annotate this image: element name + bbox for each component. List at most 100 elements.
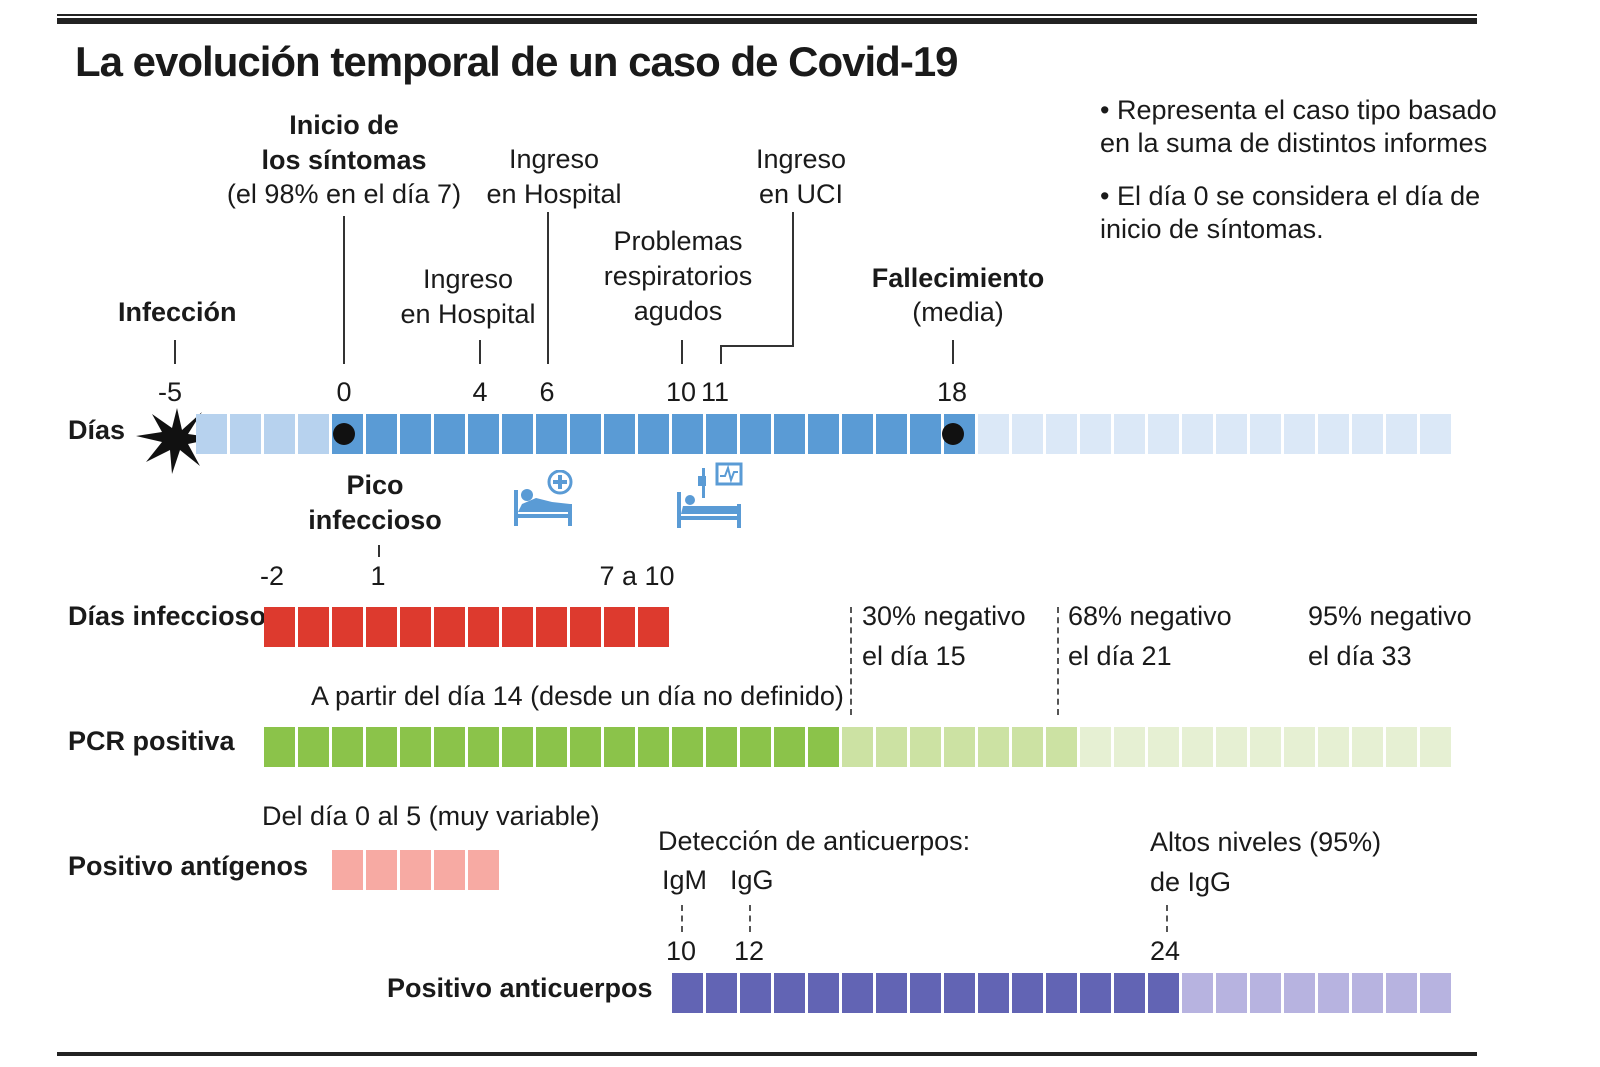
anticuerpos-igg: IgG: [730, 865, 774, 895]
day-tick: 11: [700, 377, 730, 407]
row-label-anticuerpos: Positivo anticuerpos: [387, 973, 653, 1003]
tick-pico: [378, 545, 380, 557]
pcr-cell: [1080, 727, 1111, 767]
pcr-cell: [264, 727, 295, 767]
dash-igm: [681, 905, 683, 932]
label-fallecimiento-note: (media): [912, 297, 1004, 327]
tick-hospital-6: [547, 212, 549, 364]
virus-burst-icon: [136, 408, 216, 474]
day-cell: [1182, 414, 1213, 454]
day-cell: [570, 414, 601, 454]
infeccioso-cell: [298, 607, 329, 647]
label-pico-infeccioso: Pico infeccioso: [308, 470, 442, 535]
infeccioso-cell: [264, 607, 295, 647]
day-cell: [1216, 414, 1247, 454]
pcr-cell: [706, 727, 737, 767]
day-cell: [264, 414, 295, 454]
note-1: • Representa el caso tipo basado en la s…: [1100, 95, 1497, 158]
day-tick: 18: [936, 377, 968, 407]
infeccioso-cell: [604, 607, 635, 647]
pcr-cell: [1352, 727, 1383, 767]
dash-igg: [749, 905, 751, 932]
pcr-cell: [536, 727, 567, 767]
page-title: La evolución temporal de un caso de Covi…: [75, 38, 959, 85]
pcr-cell: [1318, 727, 1349, 767]
infeccioso-cell: [638, 607, 669, 647]
hospital-bed-icon: [514, 470, 573, 526]
tick-uci-down: [720, 345, 722, 364]
pcr-cell: [434, 727, 465, 767]
day-cell: [876, 414, 907, 454]
anticuerpos-cell: [808, 973, 839, 1013]
day-tick: 4: [472, 377, 488, 407]
anticuerpos-cell: [910, 973, 941, 1013]
anticuerpos-cell: [842, 973, 873, 1013]
day-cell: [1352, 414, 1383, 454]
day-cell: [604, 414, 635, 454]
anticuerpos-cell: [1080, 973, 1111, 1013]
tick-inicio: [343, 216, 345, 364]
anticuerpos-cell: [1114, 973, 1145, 1013]
pcr-cell: [910, 727, 941, 767]
day-cell: [230, 414, 261, 454]
day-cell: [1148, 414, 1179, 454]
infeccioso-cell: [332, 607, 363, 647]
bottom-rule: [57, 1052, 1477, 1056]
tick-uci-vertical: [792, 212, 794, 347]
day-cell: [774, 414, 805, 454]
day-cell: [978, 414, 1009, 454]
day-cell: [1250, 414, 1281, 454]
day-tick: -5: [157, 377, 182, 407]
anticuerpos-cell: [876, 973, 907, 1013]
day-cell: [196, 414, 227, 454]
day-cell: [910, 414, 941, 454]
pcr-cell: [944, 727, 975, 767]
anticuerpos-cell: [672, 973, 703, 1013]
day-cell: [400, 414, 431, 454]
dash-altos: [1166, 905, 1168, 932]
pcr-note-30: 30% negativo el día 15: [862, 601, 1026, 671]
tick-problemas: [681, 340, 683, 364]
day-cell: [536, 414, 567, 454]
pcr-cell: [400, 727, 431, 767]
pcr-cell: [604, 727, 635, 767]
infeccioso-tick: 7 a 10: [599, 561, 675, 591]
infeccioso-cell: [536, 607, 567, 647]
antigenos-cell: [434, 850, 465, 890]
day-cell: [366, 414, 397, 454]
infeccioso-tick: -2: [259, 561, 284, 591]
day-cell: [706, 414, 737, 454]
antigenos-cell: [468, 850, 499, 890]
label-ingreso-uci: Ingreso en UCI: [755, 144, 847, 209]
anticuerpos-igm: IgM: [662, 865, 708, 895]
tick-fallecimiento: [952, 340, 954, 364]
pcr-cell: [1046, 727, 1077, 767]
row-label-infeccioso: Días infeccioso: [68, 601, 267, 631]
anticuerpos-cell: [1012, 973, 1043, 1013]
icu-bed-icon: [677, 462, 743, 528]
pcr-cell: [1284, 727, 1315, 767]
dot-fallecimiento: [942, 423, 964, 445]
pcr-cell: [298, 727, 329, 767]
anticuerpos-cell: [1046, 973, 1077, 1013]
anticuerpos-cell: [740, 973, 771, 1013]
label-inicio-sintomas-note: (el 98% en el día 7): [226, 179, 462, 209]
pcr-cell: [570, 727, 601, 767]
infeccioso-tick: 1: [370, 561, 386, 591]
day-cell: [468, 414, 499, 454]
day-cell: [1114, 414, 1145, 454]
label-fallecimiento: Fallecimiento: [871, 263, 1045, 293]
dash-30: [850, 607, 852, 715]
row-label-antigenos: Positivo antígenos: [68, 851, 309, 881]
infeccioso-cell: [570, 607, 601, 647]
day-cell: [638, 414, 669, 454]
pcr-cell: [1182, 727, 1213, 767]
anticuerpos-cell: [1420, 973, 1451, 1013]
day-cell: [502, 414, 533, 454]
day-tick: 10: [665, 377, 697, 407]
anticuerpos-cell: [1148, 973, 1179, 1013]
anticuerpos-cell: [1182, 973, 1213, 1013]
anticuerpos-cell: [1318, 973, 1349, 1013]
anticuerpos-cell: [774, 973, 805, 1013]
anticuerpos-cell: [1216, 973, 1247, 1013]
